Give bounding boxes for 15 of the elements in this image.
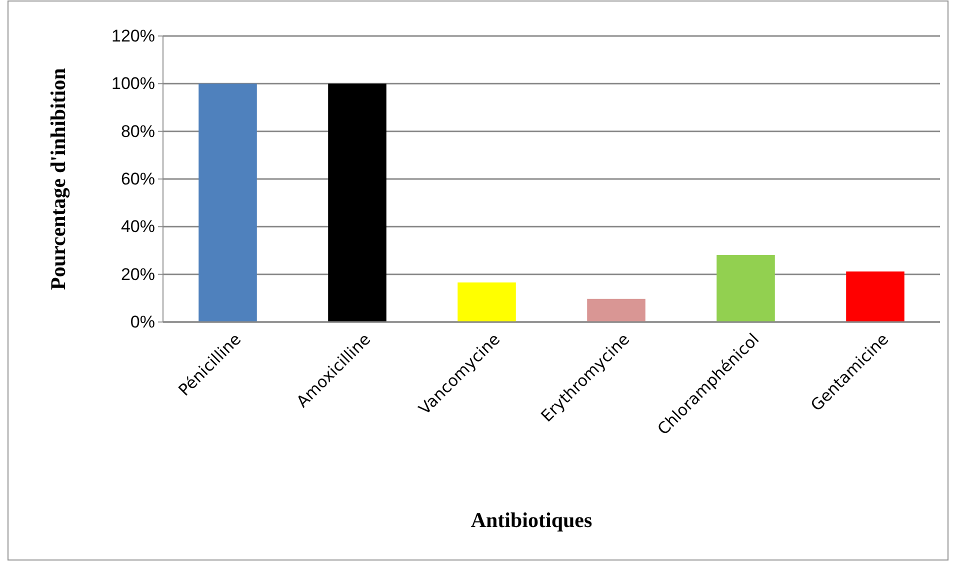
- bar: [198, 84, 257, 322]
- y-tick-label: 0%: [130, 312, 155, 332]
- bar: [587, 298, 646, 322]
- y-tick-label: 80%: [120, 122, 155, 141]
- y-tick-label: 40%: [120, 217, 155, 236]
- y-tick-label: 20%: [120, 264, 155, 284]
- bar: [846, 271, 904, 322]
- y-axis-title: Pourcentage d'inhibition: [46, 68, 70, 290]
- bar: [328, 84, 386, 322]
- y-tick-label: 100%: [112, 74, 155, 94]
- x-axis-title: Antibiotiques: [470, 508, 592, 532]
- bar: [458, 282, 516, 322]
- y-tick-label: 120%: [112, 26, 155, 46]
- bar: [716, 255, 775, 322]
- y-tick-label: 60%: [120, 169, 155, 188]
